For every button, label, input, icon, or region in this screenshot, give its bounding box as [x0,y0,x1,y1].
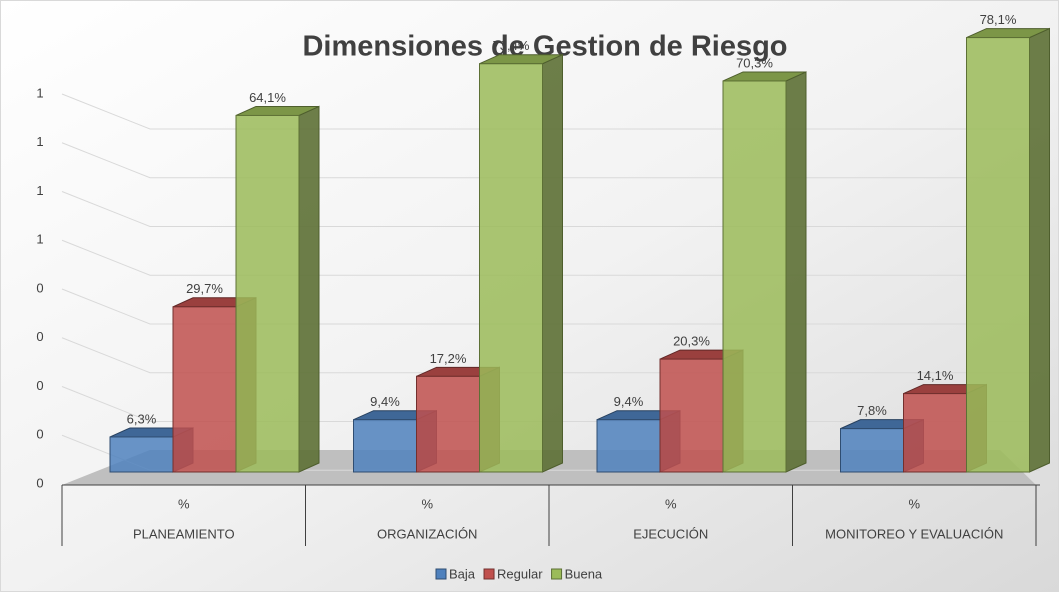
x-subcategory-label: % [665,496,677,511]
data-label: 70,3% [736,55,773,70]
bar-side [1029,27,1050,473]
bar [172,306,237,473]
x-tick-label: PLANEAMIENTO [133,526,235,541]
bar-side [542,53,563,473]
bar [840,428,904,473]
data-label: 73,4% [493,38,530,53]
x-subcategory-label: % [178,496,190,511]
data-label: 29,7% [186,281,223,296]
legend-swatch [483,568,495,580]
bar [235,114,300,473]
y-tick-label: 0 [36,329,43,344]
data-label: 14,1% [917,368,954,383]
data-label: 7,8% [857,403,887,418]
x-subcategory-label: % [421,496,433,511]
bar-side [785,71,807,473]
x-tick-label: EJECUCIÓN [633,526,708,541]
data-label: 6,3% [127,411,157,426]
y-tick-label: 1 [36,134,43,149]
data-label: 9,4% [614,394,644,409]
legend-label: Baja [449,566,476,581]
bar [353,419,417,473]
x-tick-label: ORGANIZACIÓN [377,526,477,541]
legend-label: Regular [497,566,543,581]
y-tick-label: 0 [36,475,43,490]
y-tick-label: 0 [36,280,43,295]
bar [966,37,1030,473]
y-tick-label: 0 [36,427,43,442]
y-tick-label: 1 [36,85,43,100]
data-label: 17,2% [430,351,467,366]
bar [479,63,543,473]
data-label: 20,3% [673,334,710,349]
bar [416,375,480,473]
y-tick-label: 1 [36,232,43,247]
bar [596,419,661,473]
bar [903,393,967,473]
bar [722,80,787,473]
bar-side [298,105,320,473]
legend-swatch [551,568,563,580]
data-label: 64,1% [249,90,286,105]
legend-label: Buena [565,566,603,581]
data-label: 78,1% [980,12,1017,27]
x-tick-label: MONITOREO Y EVALUACIÓN [825,526,1003,541]
legend-swatch [435,568,447,580]
bar [659,358,724,473]
x-subcategory-label: % [908,496,920,511]
y-tick-label: 0 [36,378,43,393]
data-label: 9,4% [370,394,400,409]
bar [109,436,174,473]
y-tick-label: 1 [36,183,43,198]
